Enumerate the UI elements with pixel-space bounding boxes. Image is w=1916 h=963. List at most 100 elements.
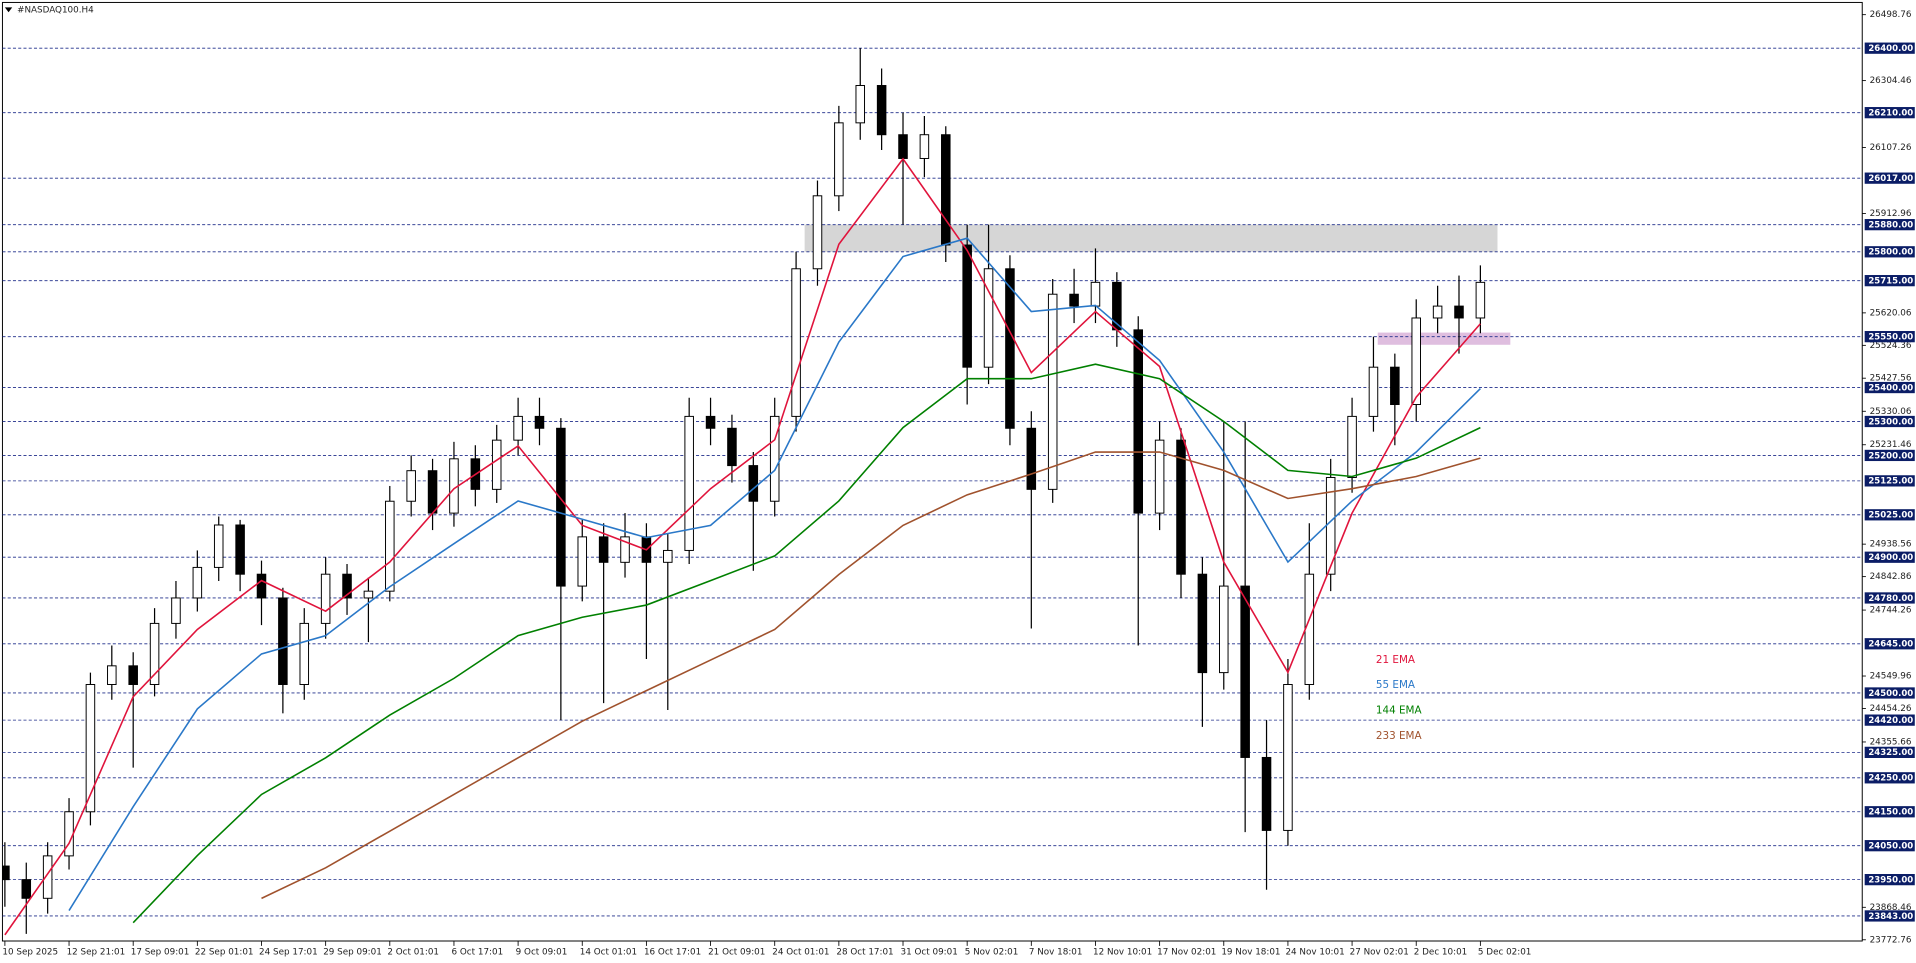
candle-body [791, 268, 801, 417]
level-label: 24900.00 [1868, 553, 1913, 563]
level-label: 25800.00 [1868, 248, 1913, 258]
candle-body [235, 524, 245, 575]
level-label: 25715.00 [1868, 277, 1913, 287]
candle-body [919, 134, 930, 159]
level-tag [1864, 806, 1915, 818]
x-tick-label: 27 Nov 02:01 [1350, 948, 1409, 958]
candle-body [1368, 366, 1379, 417]
candle-body [705, 415, 716, 429]
candle-body [363, 590, 374, 599]
level-tag [1864, 331, 1915, 343]
x-tick-label: 12 Sep 21:01 [67, 948, 126, 958]
zone [1377, 332, 1511, 345]
level-label: 24325.00 [1868, 748, 1913, 758]
candle-body [406, 470, 416, 502]
candle-body [278, 597, 288, 685]
candle-body [1411, 317, 1421, 406]
level-tag [1864, 638, 1915, 650]
level-label: 24420.00 [1868, 716, 1913, 726]
y-tick-label: 25330.06 [1870, 407, 1912, 417]
level-tag [1864, 840, 1915, 852]
candle-body [769, 415, 780, 502]
candle-body [171, 597, 181, 624]
level-label: 25200.00 [1868, 451, 1913, 461]
x-tick-label: 22 Sep 01:01 [195, 948, 254, 958]
x-tick-label: 5 Dec 02:01 [1478, 948, 1531, 958]
x-tick-label: 9 Oct 09:01 [516, 948, 568, 958]
candle-body [299, 622, 310, 685]
level-tag [1864, 687, 1915, 699]
candle-body [192, 566, 203, 599]
candle-body [1283, 684, 1293, 831]
level-tag [1864, 910, 1915, 922]
x-tick-label: 2 Dec 10:01 [1414, 948, 1467, 958]
plot-frame [1, 1, 1863, 942]
candle-body [663, 549, 673, 563]
candle-body [684, 415, 694, 551]
candle-body [941, 134, 951, 246]
level-tag [1864, 219, 1915, 231]
x-tick-label: 19 Nov 18:01 [1221, 948, 1280, 958]
level-label: 25025.00 [1868, 511, 1913, 521]
x-tick-label: 24 Sep 17:01 [259, 948, 318, 958]
x-tick-label: 12 Nov 10:01 [1093, 948, 1152, 958]
menu-icon [4, 7, 13, 13]
y-tick-label: 24549.96 [1870, 672, 1912, 682]
candle-body [1432, 305, 1443, 319]
level-label: 25125.00 [1868, 477, 1913, 487]
level-tag [1864, 381, 1915, 394]
y-tick-label: 25524.36 [1870, 341, 1912, 351]
level-label: 23950.00 [1868, 875, 1913, 885]
candle-body [1069, 293, 1079, 307]
level-tag [1864, 551, 1915, 563]
candle-body [1176, 439, 1186, 575]
level-label: 25400.00 [1868, 383, 1913, 393]
zone [804, 224, 1498, 252]
ema-line [261, 451, 1481, 900]
candle-body [1133, 329, 1144, 514]
candle-body [727, 427, 737, 467]
candle-body [556, 427, 566, 587]
level-label: 24050.00 [1868, 842, 1913, 852]
candle-body [855, 85, 866, 124]
x-tick-label: 31 Oct 09:01 [901, 948, 958, 958]
y-tick-label: 26498.76 [1870, 10, 1912, 20]
level-label: 26400.00 [1868, 44, 1913, 54]
level-label: 24150.00 [1868, 808, 1913, 818]
legend-label: 21 EMA [1376, 654, 1416, 666]
level-label: 26210.00 [1868, 109, 1913, 119]
ema-line [4, 157, 1481, 936]
level-tag [1864, 42, 1915, 54]
x-tick-label: 14 Oct 01:01 [580, 948, 637, 958]
candle-body [1454, 305, 1464, 319]
candle-body [1154, 439, 1165, 514]
candle-body [1390, 366, 1400, 406]
candle-body [1197, 573, 1208, 674]
y-tick-label: 26304.46 [1870, 76, 1912, 86]
level-tag [1864, 714, 1915, 726]
candle-body [620, 536, 630, 563]
x-tick-label: 24 Oct 01:01 [772, 948, 829, 958]
y-tick-label: 24454.26 [1870, 704, 1912, 714]
legend-label: 233 EMA [1376, 730, 1423, 742]
level-tag [1864, 592, 1915, 604]
ema-line [68, 237, 1481, 911]
candle-body [2, 865, 10, 881]
candle-body [898, 134, 908, 159]
candle-body [1347, 415, 1357, 478]
legend-label: 144 EMA [1376, 705, 1423, 717]
candle-body [128, 665, 138, 685]
y-tick-label: 25912.96 [1870, 209, 1912, 219]
level-tag [1864, 107, 1915, 119]
candle-body [1047, 293, 1058, 490]
candle-body [21, 879, 32, 899]
candle-body [491, 439, 502, 490]
level-label: 25880.00 [1868, 221, 1913, 231]
candle-body [64, 811, 74, 857]
candle-body [256, 573, 267, 599]
candle-body [1219, 585, 1229, 674]
y-tick-label: 25620.06 [1870, 308, 1912, 318]
candle-body [1026, 427, 1037, 490]
x-tick-label: 28 Oct 17:01 [836, 948, 893, 958]
candle-body [385, 500, 395, 592]
